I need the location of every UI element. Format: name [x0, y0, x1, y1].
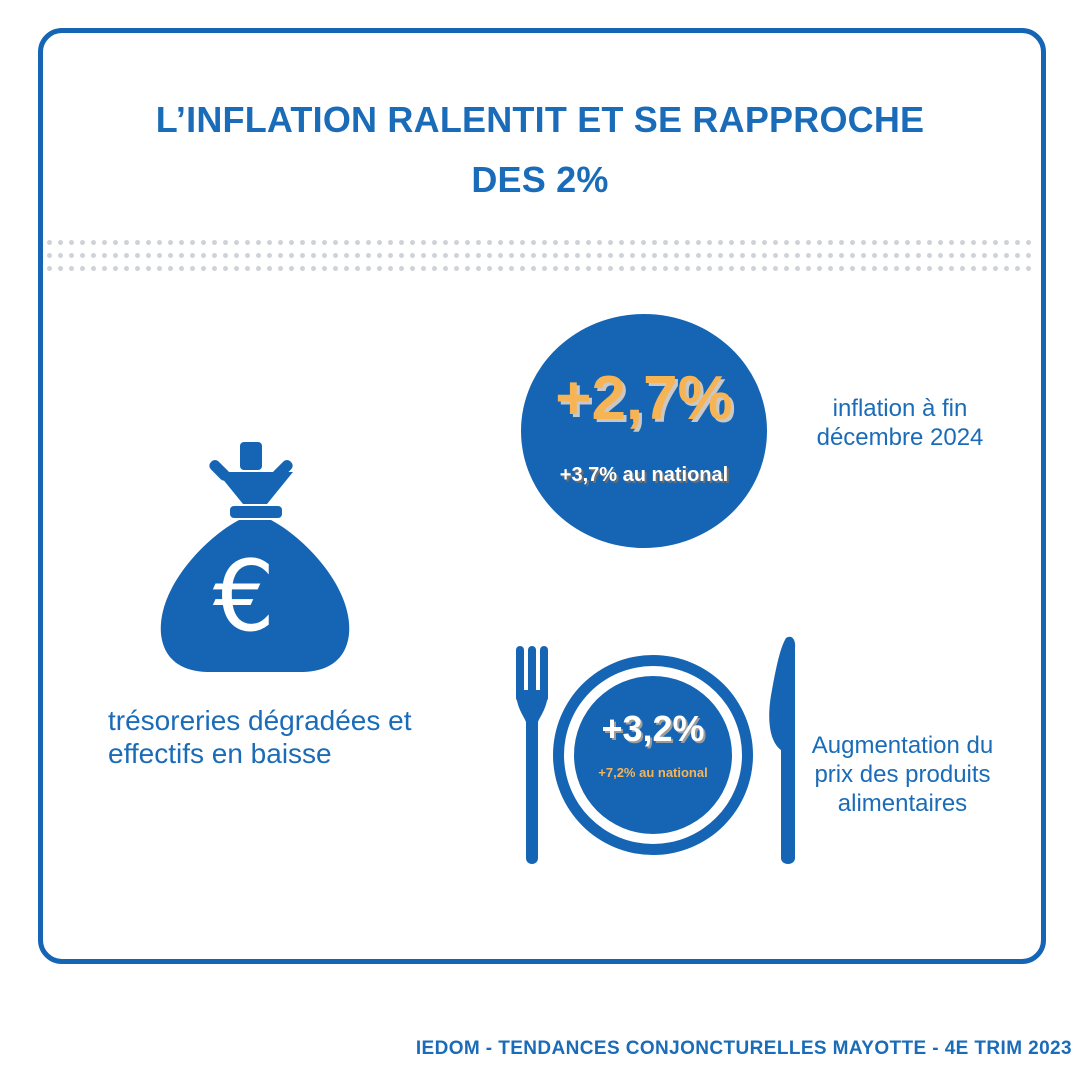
food-label: Augmentation du prix des produits alimen…: [790, 731, 1015, 818]
food-inflation-national: +7,2% au national: [598, 765, 708, 780]
inflation-circle: +2,7% +3,7% au national: [521, 314, 767, 548]
inflation-label-line-1: inflation à fin: [832, 395, 968, 422]
inflation-national: +3,7% au national: [559, 464, 729, 486]
food-label-line-2: prix des produits: [814, 761, 991, 788]
title-line-1: L’INFLATION RALENTIT ET SE RAPPROCHE: [155, 99, 925, 140]
title-line-2: DES 2%: [471, 159, 609, 200]
treasury-label-line-2: effectifs en baisse: [108, 738, 332, 769]
food-label-line-1: Augmentation du: [811, 732, 994, 759]
money-bag-euro-icon: €: [160, 442, 350, 672]
plate-fork-knife-icon: [516, 636, 796, 864]
food-inflation-value: +3,2%: [601, 708, 705, 749]
treasury-label-line-1: trésoreries dégradées et: [108, 705, 412, 736]
euro-symbol: €: [213, 540, 275, 654]
inflation-value: +2,7%: [555, 364, 733, 433]
page-title: L’INFLATION RALENTIT ET SE RAPPROCHE DES…: [0, 90, 1080, 210]
food-label-line-3: alimentaires: [837, 790, 968, 817]
inflation-label-line-2: décembre 2024: [816, 424, 984, 451]
treasury-label: trésoreries dégradées et effectifs en ba…: [108, 704, 508, 770]
inflation-label: inflation à fin décembre 2024: [790, 394, 1010, 452]
footer-source: IEDOM - TENDANCES CONJONCTURELLES MAYOTT…: [415, 1038, 1072, 1059]
dotted-divider: [44, 236, 1036, 276]
